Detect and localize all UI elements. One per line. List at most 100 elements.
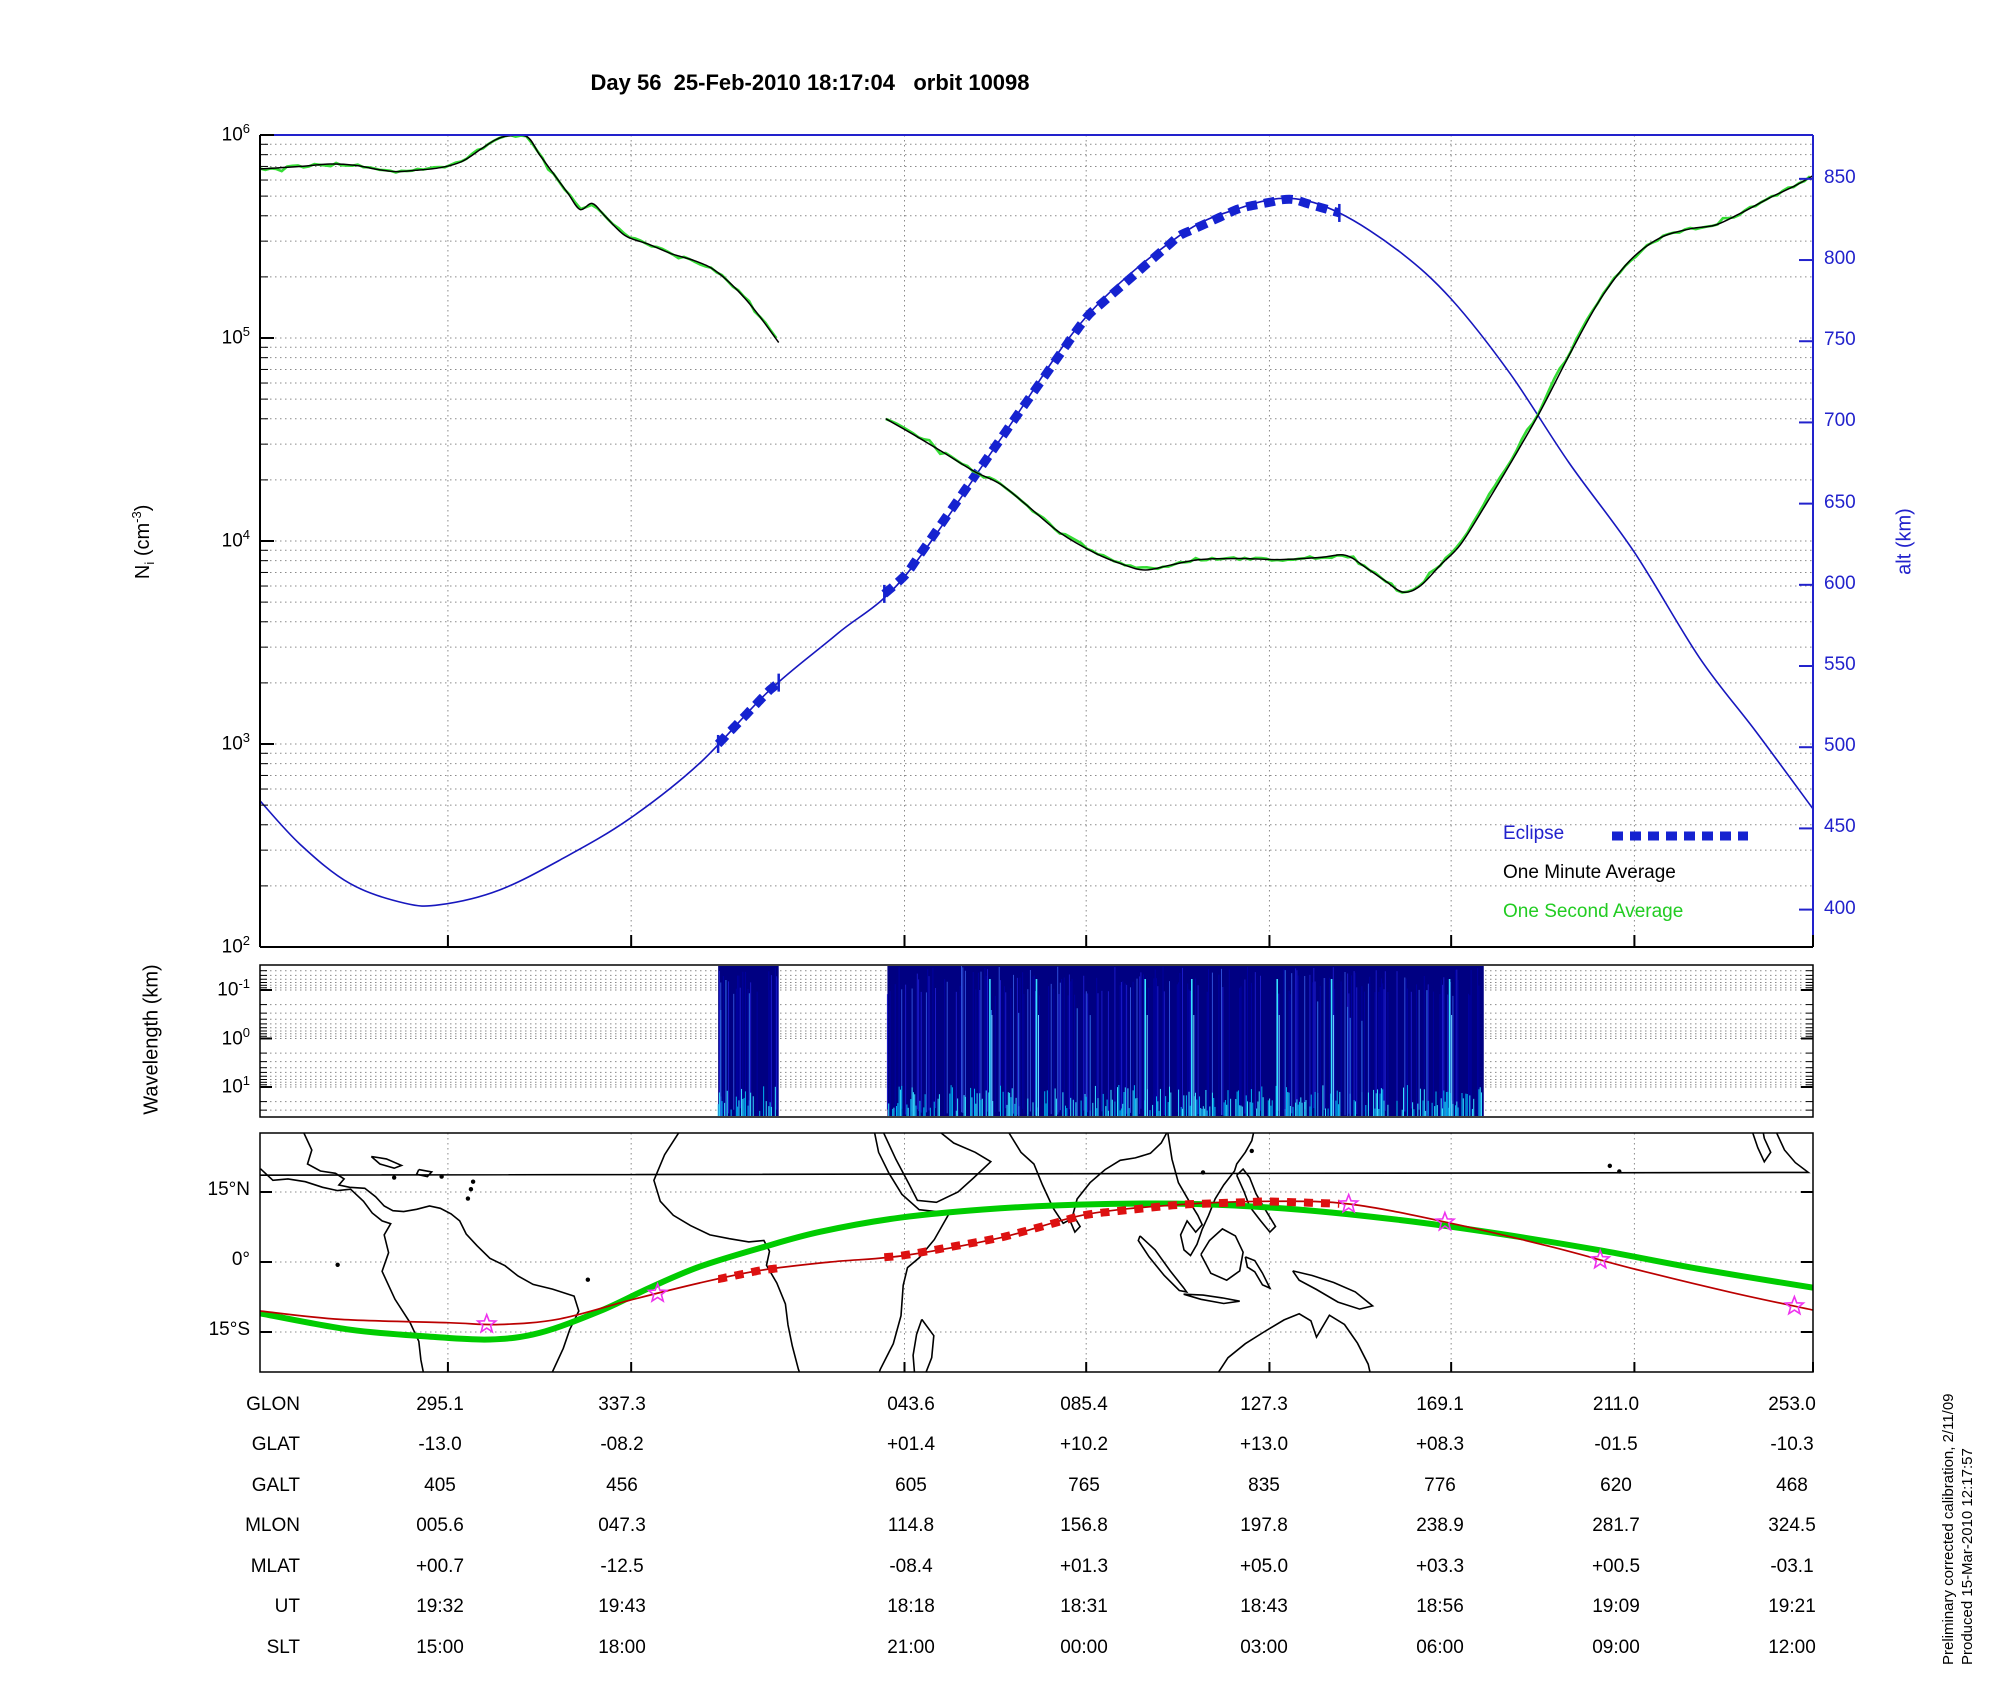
table-cell-GLON-5: 169.1 bbox=[1416, 1394, 1464, 1415]
coastline bbox=[1751, 1133, 1772, 1164]
alt-tick-500: 500 bbox=[1824, 735, 1856, 757]
table-cell-MLAT-7: -03.1 bbox=[1770, 1556, 1814, 1577]
table-cell-SLT-0: 15:00 bbox=[416, 1637, 464, 1658]
coastline bbox=[370, 1155, 404, 1170]
table-cell-UT-5: 18:56 bbox=[1416, 1596, 1464, 1617]
lat-tick--15: 15°S bbox=[208, 1319, 250, 1340]
production-note-line2: Produced 15-Mar-2010 12:17:57 bbox=[1959, 1448, 1976, 1665]
alt-tick-600: 600 bbox=[1824, 572, 1856, 594]
table-cell-GALT-7: 468 bbox=[1776, 1475, 1808, 1496]
table-cell-GALT-5: 776 bbox=[1424, 1475, 1456, 1496]
lat-tick-0: 0° bbox=[231, 1249, 250, 1270]
table-cell-SLT-2: 21:00 bbox=[887, 1637, 935, 1658]
one-minute-average-curve bbox=[260, 135, 780, 343]
eclipse-dashes bbox=[881, 194, 1341, 598]
coastline bbox=[260, 1133, 1811, 1176]
table-cell-GLAT-3: +10.2 bbox=[1059, 1434, 1109, 1455]
table-cell-SLT-6: 09:00 bbox=[1592, 1637, 1640, 1658]
ni-alt-plot bbox=[259, 134, 1814, 948]
table-cell-MLAT-3: +01.3 bbox=[1059, 1556, 1109, 1577]
coastline bbox=[1292, 1270, 1375, 1310]
orbit-mark-star bbox=[1589, 1248, 1612, 1270]
eclipse-ground-dashes bbox=[717, 1264, 779, 1284]
table-row-label-MLAT: MLAT bbox=[250, 1556, 300, 1577]
orbit-mark-star bbox=[646, 1281, 669, 1303]
ni-axis-label-exp: -3 bbox=[129, 511, 145, 523]
table-cell-GLON-7: 253.0 bbox=[1768, 1394, 1816, 1415]
alt-tick-400: 400 bbox=[1824, 897, 1856, 919]
alt-tick-550: 550 bbox=[1824, 654, 1856, 675]
table-row-label-GLON: GLON bbox=[246, 1394, 300, 1415]
table-cell-MLON-6: 281.7 bbox=[1592, 1515, 1640, 1536]
island bbox=[468, 1187, 474, 1192]
coastline bbox=[1244, 1256, 1272, 1290]
ni-tick-10e2: 102 bbox=[221, 933, 250, 958]
table-cell-SLT-3: 00:00 bbox=[1060, 1637, 1108, 1658]
top-plot-curves bbox=[260, 135, 1813, 907]
island bbox=[465, 1196, 471, 1201]
orbit-mark-star bbox=[1433, 1210, 1457, 1232]
table-row-label-GALT: GALT bbox=[251, 1475, 300, 1496]
coastline bbox=[1200, 1227, 1244, 1282]
coastline bbox=[873, 1133, 951, 1372]
table-cell-GLAT-7: -10.3 bbox=[1770, 1434, 1814, 1455]
ni-axis-label-close: ) bbox=[131, 504, 154, 512]
table-cell-GLON-0: 295.1 bbox=[416, 1394, 464, 1415]
wavelength-tick-10e1: 101 bbox=[221, 1073, 250, 1098]
ni-axis-label: Ni (cm-3) bbox=[129, 442, 157, 642]
table-cell-UT-0: 19:32 bbox=[416, 1596, 464, 1617]
table-cell-GLON-2: 043.6 bbox=[887, 1394, 935, 1415]
figure-title: Day 56 25-Feb-2010 18:17:04 orbit 10098 bbox=[590, 70, 1030, 95]
table-cell-UT-3: 18:31 bbox=[1060, 1596, 1108, 1617]
orbit-mark-star bbox=[1783, 1294, 1806, 1316]
ground-track-map bbox=[259, 1132, 1814, 1373]
table-cell-SLT-7: 12:00 bbox=[1768, 1637, 1816, 1658]
wavelength-axis-label: Wavelength (km) bbox=[140, 964, 163, 1115]
island bbox=[1617, 1169, 1622, 1174]
island bbox=[391, 1175, 397, 1180]
table-cell-MLAT-0: +00.7 bbox=[415, 1556, 465, 1577]
table-cell-GLON-4: 127.3 bbox=[1240, 1394, 1288, 1415]
table-cell-MLAT-2: -08.4 bbox=[889, 1556, 933, 1577]
alt-tick-750: 750 bbox=[1824, 329, 1856, 351]
coastline bbox=[912, 1318, 935, 1372]
ni-tick-10e5: 105 bbox=[221, 324, 250, 349]
table-cell-SLT-4: 03:00 bbox=[1240, 1637, 1288, 1658]
magnetic-equator-track bbox=[260, 1200, 1813, 1343]
alt-axis-label: alt (km) bbox=[1893, 508, 1916, 575]
island bbox=[1607, 1163, 1613, 1169]
table-cell-MLON-4: 197.8 bbox=[1240, 1515, 1288, 1536]
table-cell-GALT-1: 456 bbox=[606, 1475, 638, 1496]
table-cell-MLAT-6: +00.5 bbox=[1591, 1556, 1641, 1577]
island bbox=[585, 1277, 591, 1282]
table-cell-GLAT-0: -13.0 bbox=[418, 1434, 462, 1455]
island bbox=[439, 1174, 444, 1179]
coastline bbox=[260, 1168, 425, 1372]
eclipse-dashes bbox=[714, 678, 782, 748]
one-minute-average-curve bbox=[885, 175, 1813, 594]
table-cell-MLON-5: 238.9 bbox=[1416, 1515, 1464, 1536]
legend-eclipse: Eclipse bbox=[1503, 823, 1565, 844]
ni-axis-label-unit: (cm bbox=[131, 522, 154, 562]
table-cell-MLON-2: 114.8 bbox=[887, 1515, 935, 1536]
ni-tick-10e6: 106 bbox=[221, 121, 250, 146]
alt-tick-450: 450 bbox=[1824, 816, 1856, 838]
table-cell-GLON-1: 337.3 bbox=[598, 1394, 646, 1415]
ni-tick-10e4: 104 bbox=[221, 527, 250, 552]
coastline bbox=[653, 1133, 801, 1372]
eclipse-ground-dashes bbox=[883, 1197, 1340, 1262]
table-cell-GALT-6: 620 bbox=[1600, 1475, 1632, 1496]
table-cell-MLON-3: 156.8 bbox=[1060, 1515, 1108, 1536]
table-cell-MLON-0: 005.6 bbox=[416, 1515, 464, 1536]
ni-axis-label-sub: i bbox=[141, 561, 157, 565]
table-cell-UT-6: 19:09 bbox=[1592, 1596, 1640, 1617]
coastline bbox=[415, 1168, 434, 1178]
coastline bbox=[1167, 1133, 1255, 1257]
table-cell-GLAT-1: -08.2 bbox=[600, 1434, 644, 1455]
lat-tick-15: 15°N bbox=[207, 1179, 250, 1200]
island bbox=[1249, 1148, 1254, 1154]
wavelength-tick-10e-1: 10-1 bbox=[217, 976, 250, 1001]
ni-tick-10e3: 103 bbox=[221, 730, 250, 755]
